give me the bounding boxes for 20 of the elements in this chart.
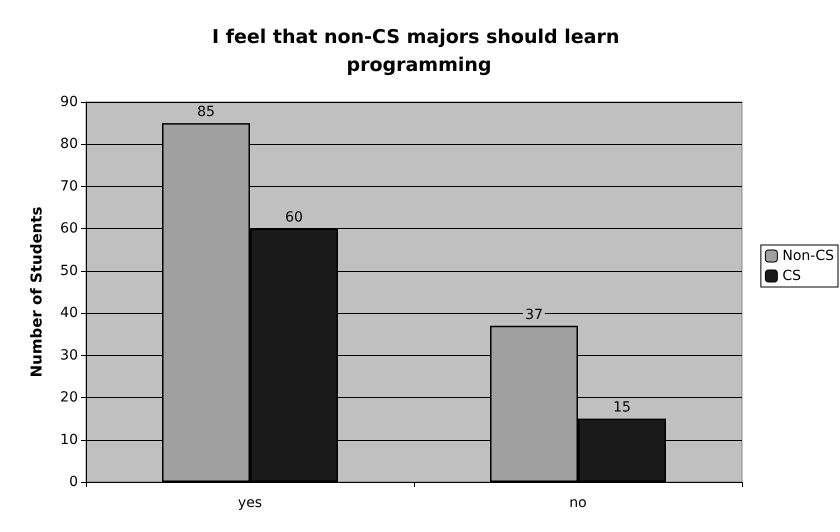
y-tick-label: 50 [60,262,78,279]
y-tick-label: 70 [60,178,78,194]
y-tick-label: 40 [60,305,78,322]
legend-label: Non-CS [782,248,834,264]
data-label: 37 [525,306,543,323]
y-tick-label: 60 [60,220,78,237]
data-label: 60 [285,210,303,226]
chart-title: I feel that non-CS majors should learn programming [212,26,626,76]
data-label: 15 [613,400,631,416]
legend-label: CS [782,268,802,284]
y-tick-label: 80 [60,136,78,152]
y-tick-label: 10 [60,432,78,448]
data-label: 85 [197,104,215,120]
y-tick-label: 20 [60,390,78,406]
y-tick-label: 30 [60,347,78,364]
y-axis-title: Number of Students [28,206,46,378]
x-tick-label: yes [238,495,262,511]
y-tick-label: 90 [60,94,78,110]
y-tick-label: 0 [69,474,78,490]
x-tick-label: no [569,495,587,511]
